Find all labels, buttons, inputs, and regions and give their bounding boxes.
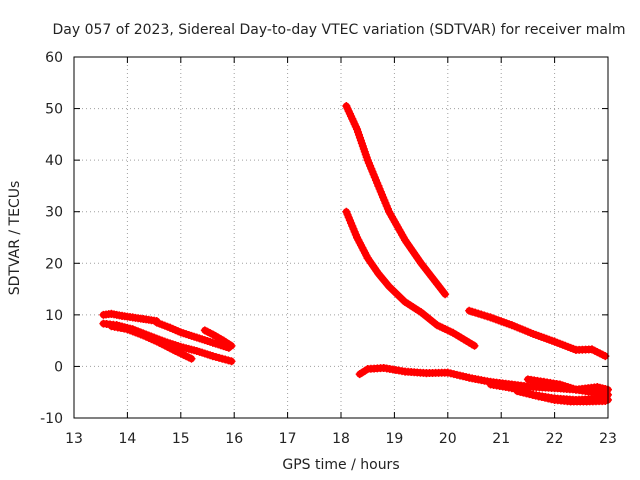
y-tick-label: 60 (45, 50, 63, 66)
data-point (441, 290, 450, 299)
y-tick-label: 10 (45, 308, 63, 324)
y-tick-label: -10 (40, 411, 63, 427)
series-track-1 (99, 309, 161, 326)
series-track-4 (107, 322, 196, 363)
data-point (187, 354, 196, 363)
x-tick-label: 15 (172, 431, 190, 447)
x-tick-label: 17 (279, 431, 297, 447)
data-point (227, 357, 236, 366)
series-track-6 (342, 101, 450, 299)
gridlines (74, 57, 608, 418)
series-track-12 (513, 387, 610, 406)
x-tick-label: 22 (546, 431, 564, 447)
series-line (342, 208, 478, 350)
data-layer (99, 101, 612, 406)
chart-title: Day 057 of 2023, Sidereal Day-to-day VTE… (53, 22, 626, 38)
data-point (227, 341, 236, 350)
y-tick-label: 30 (45, 205, 63, 221)
x-tick-label: 20 (439, 431, 457, 447)
x-tick-label: 19 (385, 431, 403, 447)
x-tick-label: 21 (492, 431, 510, 447)
series-track-5 (200, 326, 236, 350)
y-axis-label: SDTVAR / TECUs (7, 181, 23, 296)
y-tick-label: 50 (45, 102, 63, 118)
x-tick-label: 16 (225, 431, 243, 447)
series-track-2 (152, 318, 233, 352)
series-track-7 (342, 207, 479, 350)
x-tick-label: 13 (65, 431, 83, 447)
series-track-11 (523, 375, 612, 399)
x-tick-label: 14 (118, 431, 136, 447)
x-tick-label: 18 (332, 431, 350, 447)
y-tick-label: 20 (45, 256, 63, 272)
ticks: 13 14 15 16 17 18 19 20 21 22 23 -10 0 10 20 30 40 50 60 (40, 50, 617, 447)
data-point (470, 341, 479, 350)
x-tick-label: 23 (599, 431, 617, 447)
series-track-8 (465, 306, 610, 361)
y-tick-label: 0 (54, 359, 63, 375)
x-axis-label: GPS time / hours (282, 457, 399, 473)
y-tick-label: 40 (45, 153, 63, 169)
